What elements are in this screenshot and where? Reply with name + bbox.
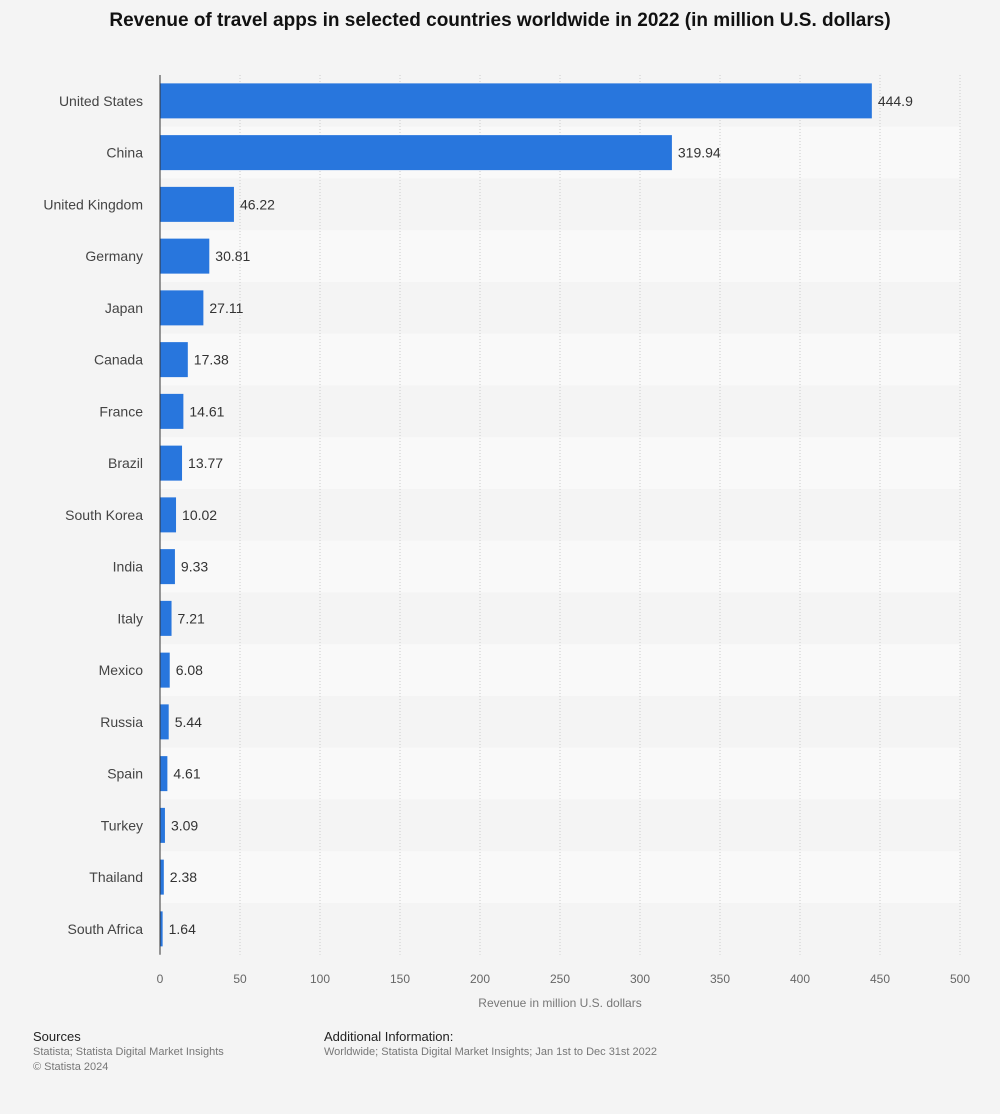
category-label: United Kingdom: [43, 196, 143, 212]
sources-text: Statista; Statista Digital Market Insigh…: [33, 1046, 224, 1058]
category-label: Canada: [94, 352, 143, 368]
row-band: [160, 282, 960, 334]
category-label: China: [106, 145, 143, 161]
bar: [160, 704, 169, 740]
x-tick-label: 100: [310, 972, 330, 986]
category-label: Turkey: [101, 817, 143, 833]
bar: [160, 497, 177, 533]
value-label: 27.11: [209, 300, 243, 316]
category-label: Italy: [117, 610, 143, 626]
value-label: 4.61: [173, 766, 200, 782]
bar: [160, 238, 210, 274]
bar: [160, 135, 672, 171]
bar: [160, 652, 170, 688]
x-tick-label: 50: [233, 972, 247, 986]
category-label: Germany: [85, 248, 143, 264]
row-band: [160, 540, 960, 593]
x-tick-label: 250: [550, 972, 570, 986]
value-label: 14.61: [189, 403, 224, 419]
x-tick-label: 350: [710, 972, 730, 986]
value-label: 5.44: [175, 714, 202, 730]
category-label: Spain: [107, 766, 143, 782]
category-label: Mexico: [99, 662, 144, 678]
bar: [160, 600, 172, 636]
sources-heading: Sources: [33, 1029, 81, 1044]
x-tick-label: 150: [390, 972, 410, 986]
value-label: 1.64: [169, 921, 196, 937]
bar: [160, 342, 188, 378]
category-label: South Africa: [68, 921, 144, 937]
value-label: 7.21: [178, 610, 205, 626]
additional-info-heading: Additional Information:: [324, 1029, 454, 1044]
x-axis-title: Revenue in million U.S. dollars: [478, 996, 641, 1010]
row-band: [160, 851, 960, 903]
value-label: 2.38: [170, 869, 197, 885]
bar: [160, 911, 163, 947]
x-tick-label: 500: [950, 972, 970, 986]
x-tick-label: 0: [157, 972, 164, 986]
value-label: 319.94: [678, 145, 721, 161]
x-tick-label: 400: [790, 972, 810, 986]
sources-section: Sources Statista; Statista Digital Marke…: [33, 1029, 224, 1075]
category-label: Thailand: [89, 869, 143, 885]
bar: [160, 186, 234, 222]
bar: [160, 549, 175, 585]
bar: [160, 445, 183, 481]
value-label: 9.33: [181, 559, 208, 575]
bar: [160, 83, 872, 119]
value-label: 30.81: [215, 248, 250, 264]
value-label: 46.22: [240, 196, 275, 212]
category-label: United States: [59, 93, 143, 109]
value-label: 3.09: [171, 817, 198, 833]
row-band: [160, 644, 960, 696]
x-tick-label: 300: [630, 972, 650, 986]
row-band: [160, 489, 960, 541]
category-label: Brazil: [108, 455, 143, 471]
value-label: 444.9: [878, 93, 913, 109]
category-label: Japan: [105, 300, 143, 316]
bar: [160, 807, 165, 843]
bar-chart: 0 50 100 150 200 250 300 350 400 450 500 United Sta…: [43, 75, 970, 1010]
category-label: Russia: [100, 714, 143, 730]
bar: [160, 393, 184, 429]
bar: [160, 859, 164, 895]
copyright-text: © Statista 2024: [33, 1061, 109, 1073]
additional-info-text: Worldwide; Statista Digital Market Insig…: [324, 1046, 658, 1058]
bar: [160, 756, 168, 792]
bar: [160, 290, 204, 326]
chart-title: Revenue of travel apps in selected count…: [109, 10, 891, 31]
category-label: France: [99, 403, 143, 419]
value-label: 13.77: [188, 455, 223, 471]
row-band: [160, 333, 960, 386]
row-band: [160, 903, 960, 955]
row-band: [160, 696, 960, 748]
row-band: [160, 437, 960, 489]
additional-info-section: Additional Information: Worldwide; Stati…: [324, 1029, 657, 1060]
row-band: [160, 230, 960, 282]
value-label: 6.08: [176, 662, 203, 678]
x-tick-label: 200: [470, 972, 490, 986]
row-band: [160, 747, 960, 800]
category-label: South Korea: [65, 507, 143, 523]
category-label: India: [113, 559, 144, 575]
x-tick-label: 450: [870, 972, 890, 986]
value-label: 10.02: [182, 507, 217, 523]
value-label: 17.38: [194, 352, 229, 368]
